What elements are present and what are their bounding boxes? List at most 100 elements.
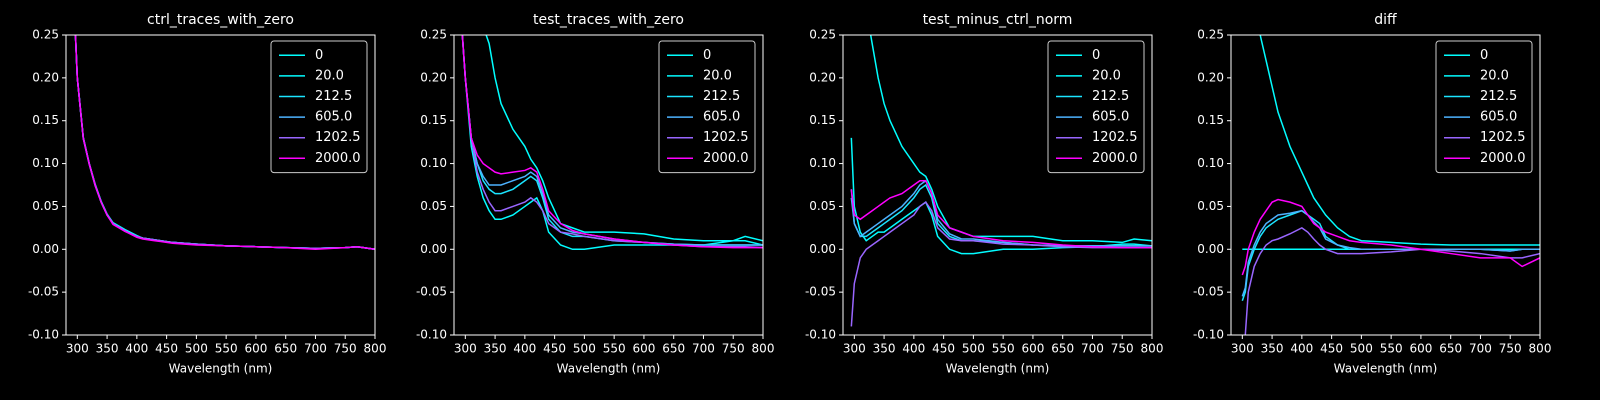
subplot-title: test_traces_with_zero xyxy=(533,12,684,28)
y-tick-label: 0.00 xyxy=(32,242,59,256)
y-tick-label: 0.20 xyxy=(32,70,59,84)
x-tick-label: 750 xyxy=(1111,342,1134,356)
x-tick-label: 550 xyxy=(215,342,238,356)
series-line xyxy=(1241,198,1540,276)
x-tick-label: 800 xyxy=(1529,342,1552,356)
axes-frame xyxy=(453,34,764,336)
y-tick-label: 0.20 xyxy=(420,70,447,84)
x-tick-label: 600 xyxy=(632,342,655,356)
legend-label: 1202.5 xyxy=(1092,130,1138,145)
axes-frame xyxy=(65,34,376,336)
legend-label: 212.5 xyxy=(1092,89,1129,104)
x-tick-label: 450 xyxy=(155,342,178,356)
legend-label: 20.0 xyxy=(703,68,732,83)
x-tick-label: 350 xyxy=(873,342,896,356)
series-line xyxy=(1241,209,1540,297)
legend-label: 2000.0 xyxy=(1480,151,1526,166)
legend-label: 2000.0 xyxy=(703,151,749,166)
legend-label: 2000.0 xyxy=(315,151,361,166)
x-tick-label: 600 xyxy=(1021,342,1044,356)
x-axis-label: Wavelength (nm) xyxy=(946,362,1050,376)
y-tick-label: -0.10 xyxy=(416,328,447,342)
y-tick-label: 0.25 xyxy=(32,28,59,42)
subplot-title: diff xyxy=(1374,12,1397,28)
x-axis-label: Wavelength (nm) xyxy=(1334,362,1438,376)
y-tick-label: 0.05 xyxy=(420,199,447,213)
y-tick-label: -0.05 xyxy=(1193,285,1224,299)
series-line xyxy=(1244,226,1540,335)
x-tick-label: 300 xyxy=(454,342,477,356)
x-tick-label: 500 xyxy=(573,342,596,356)
x-tick-label: 400 xyxy=(1290,342,1313,356)
series-line xyxy=(850,201,1152,327)
legend-label: 20.0 xyxy=(315,68,344,83)
x-tick-label: 300 xyxy=(843,342,866,356)
legend-label: 605.0 xyxy=(703,110,740,125)
y-tick-label: 0.20 xyxy=(1197,70,1224,84)
legend-label: 1202.5 xyxy=(703,130,749,145)
y-tick-label: 0.15 xyxy=(809,113,836,127)
y-tick-label: 0.10 xyxy=(420,156,447,170)
y-tick-label: 0.10 xyxy=(32,156,59,170)
x-tick-label: 400 xyxy=(513,342,536,356)
y-tick-label: -0.10 xyxy=(28,328,59,342)
legend-label: 1202.5 xyxy=(315,130,361,145)
series-line xyxy=(1259,35,1540,246)
x-tick-label: 400 xyxy=(125,342,148,356)
plot-area xyxy=(850,35,1152,327)
y-tick-label: -0.05 xyxy=(28,285,59,299)
legend: 0 20.0 212.5 605.0 1202.5 2000.0 xyxy=(1435,40,1533,174)
x-tick-label: 600 xyxy=(1409,342,1432,356)
x-tick-label: 750 xyxy=(1499,342,1522,356)
y-tick-label: 0.20 xyxy=(809,70,836,84)
legend-label: 2000.0 xyxy=(1092,151,1138,166)
y-tick-label: 0.25 xyxy=(1197,28,1224,42)
legend-label: 20.0 xyxy=(1092,68,1121,83)
legend-label: 605.0 xyxy=(1092,110,1129,125)
x-tick-label: 500 xyxy=(962,342,985,356)
legend-label: 0 xyxy=(315,48,323,63)
legend-box xyxy=(270,40,368,174)
x-tick-label: 650 xyxy=(1439,342,1462,356)
x-tick-label: 400 xyxy=(902,342,925,356)
x-tick-label: 650 xyxy=(662,342,685,356)
y-tick-label: 0.00 xyxy=(1197,242,1224,256)
x-tick-label: 450 xyxy=(932,342,955,356)
series-line xyxy=(461,35,763,246)
legend-label: 0 xyxy=(1092,48,1100,63)
legend-label: 20.0 xyxy=(1480,68,1509,83)
series-line xyxy=(485,35,763,242)
x-tick-label: 450 xyxy=(543,342,566,356)
plot-area xyxy=(1241,35,1540,335)
y-tick-label: 0.10 xyxy=(809,156,836,170)
x-tick-label: 300 xyxy=(1231,342,1254,356)
plot-area xyxy=(74,35,375,251)
y-tick-label: -0.05 xyxy=(805,285,836,299)
y-tick-label: 0.25 xyxy=(420,28,447,42)
y-tick-label: 0.15 xyxy=(32,113,59,127)
x-tick-label: 800 xyxy=(364,342,387,356)
y-tick-label: 0.05 xyxy=(32,199,59,213)
subplot: ctrl_traces_with_zero 300 350 400 450 500 550 6… xyxy=(28,12,387,376)
y-tick-label: -0.05 xyxy=(416,285,447,299)
legend-label: 212.5 xyxy=(1480,89,1517,104)
y-tick-label: 0.10 xyxy=(1197,156,1224,170)
x-tick-label: 800 xyxy=(1141,342,1164,356)
legend-box xyxy=(1435,40,1533,174)
x-tick-label: 700 xyxy=(692,342,715,356)
x-tick-label: 700 xyxy=(304,342,327,356)
y-tick-label: 0.15 xyxy=(420,113,447,127)
x-tick-label: 350 xyxy=(96,342,119,356)
subplot: test_minus_ctrl_norm 300 350 400 450 500 550 60… xyxy=(805,12,1164,376)
x-tick-label: 650 xyxy=(1051,342,1074,356)
subplot-title: ctrl_traces_with_zero xyxy=(147,12,294,28)
subplot-title: test_minus_ctrl_norm xyxy=(923,12,1073,28)
x-tick-label: 700 xyxy=(1081,342,1104,356)
x-tick-label: 700 xyxy=(1469,342,1492,356)
legend: 0 20.0 212.5 605.0 1202.5 2000.0 xyxy=(658,40,756,174)
x-tick-label: 500 xyxy=(185,342,208,356)
series-line xyxy=(74,35,375,251)
y-tick-label: 0.05 xyxy=(809,199,836,213)
legend-label: 212.5 xyxy=(315,89,352,104)
